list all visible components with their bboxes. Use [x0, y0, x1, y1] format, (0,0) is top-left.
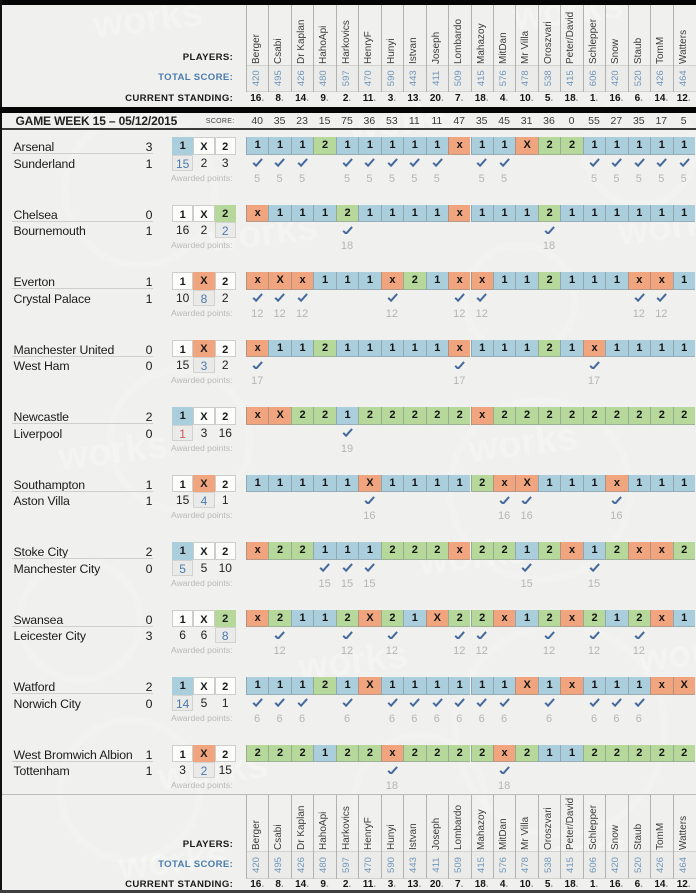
svg-text:works: works [90, 0, 205, 47]
